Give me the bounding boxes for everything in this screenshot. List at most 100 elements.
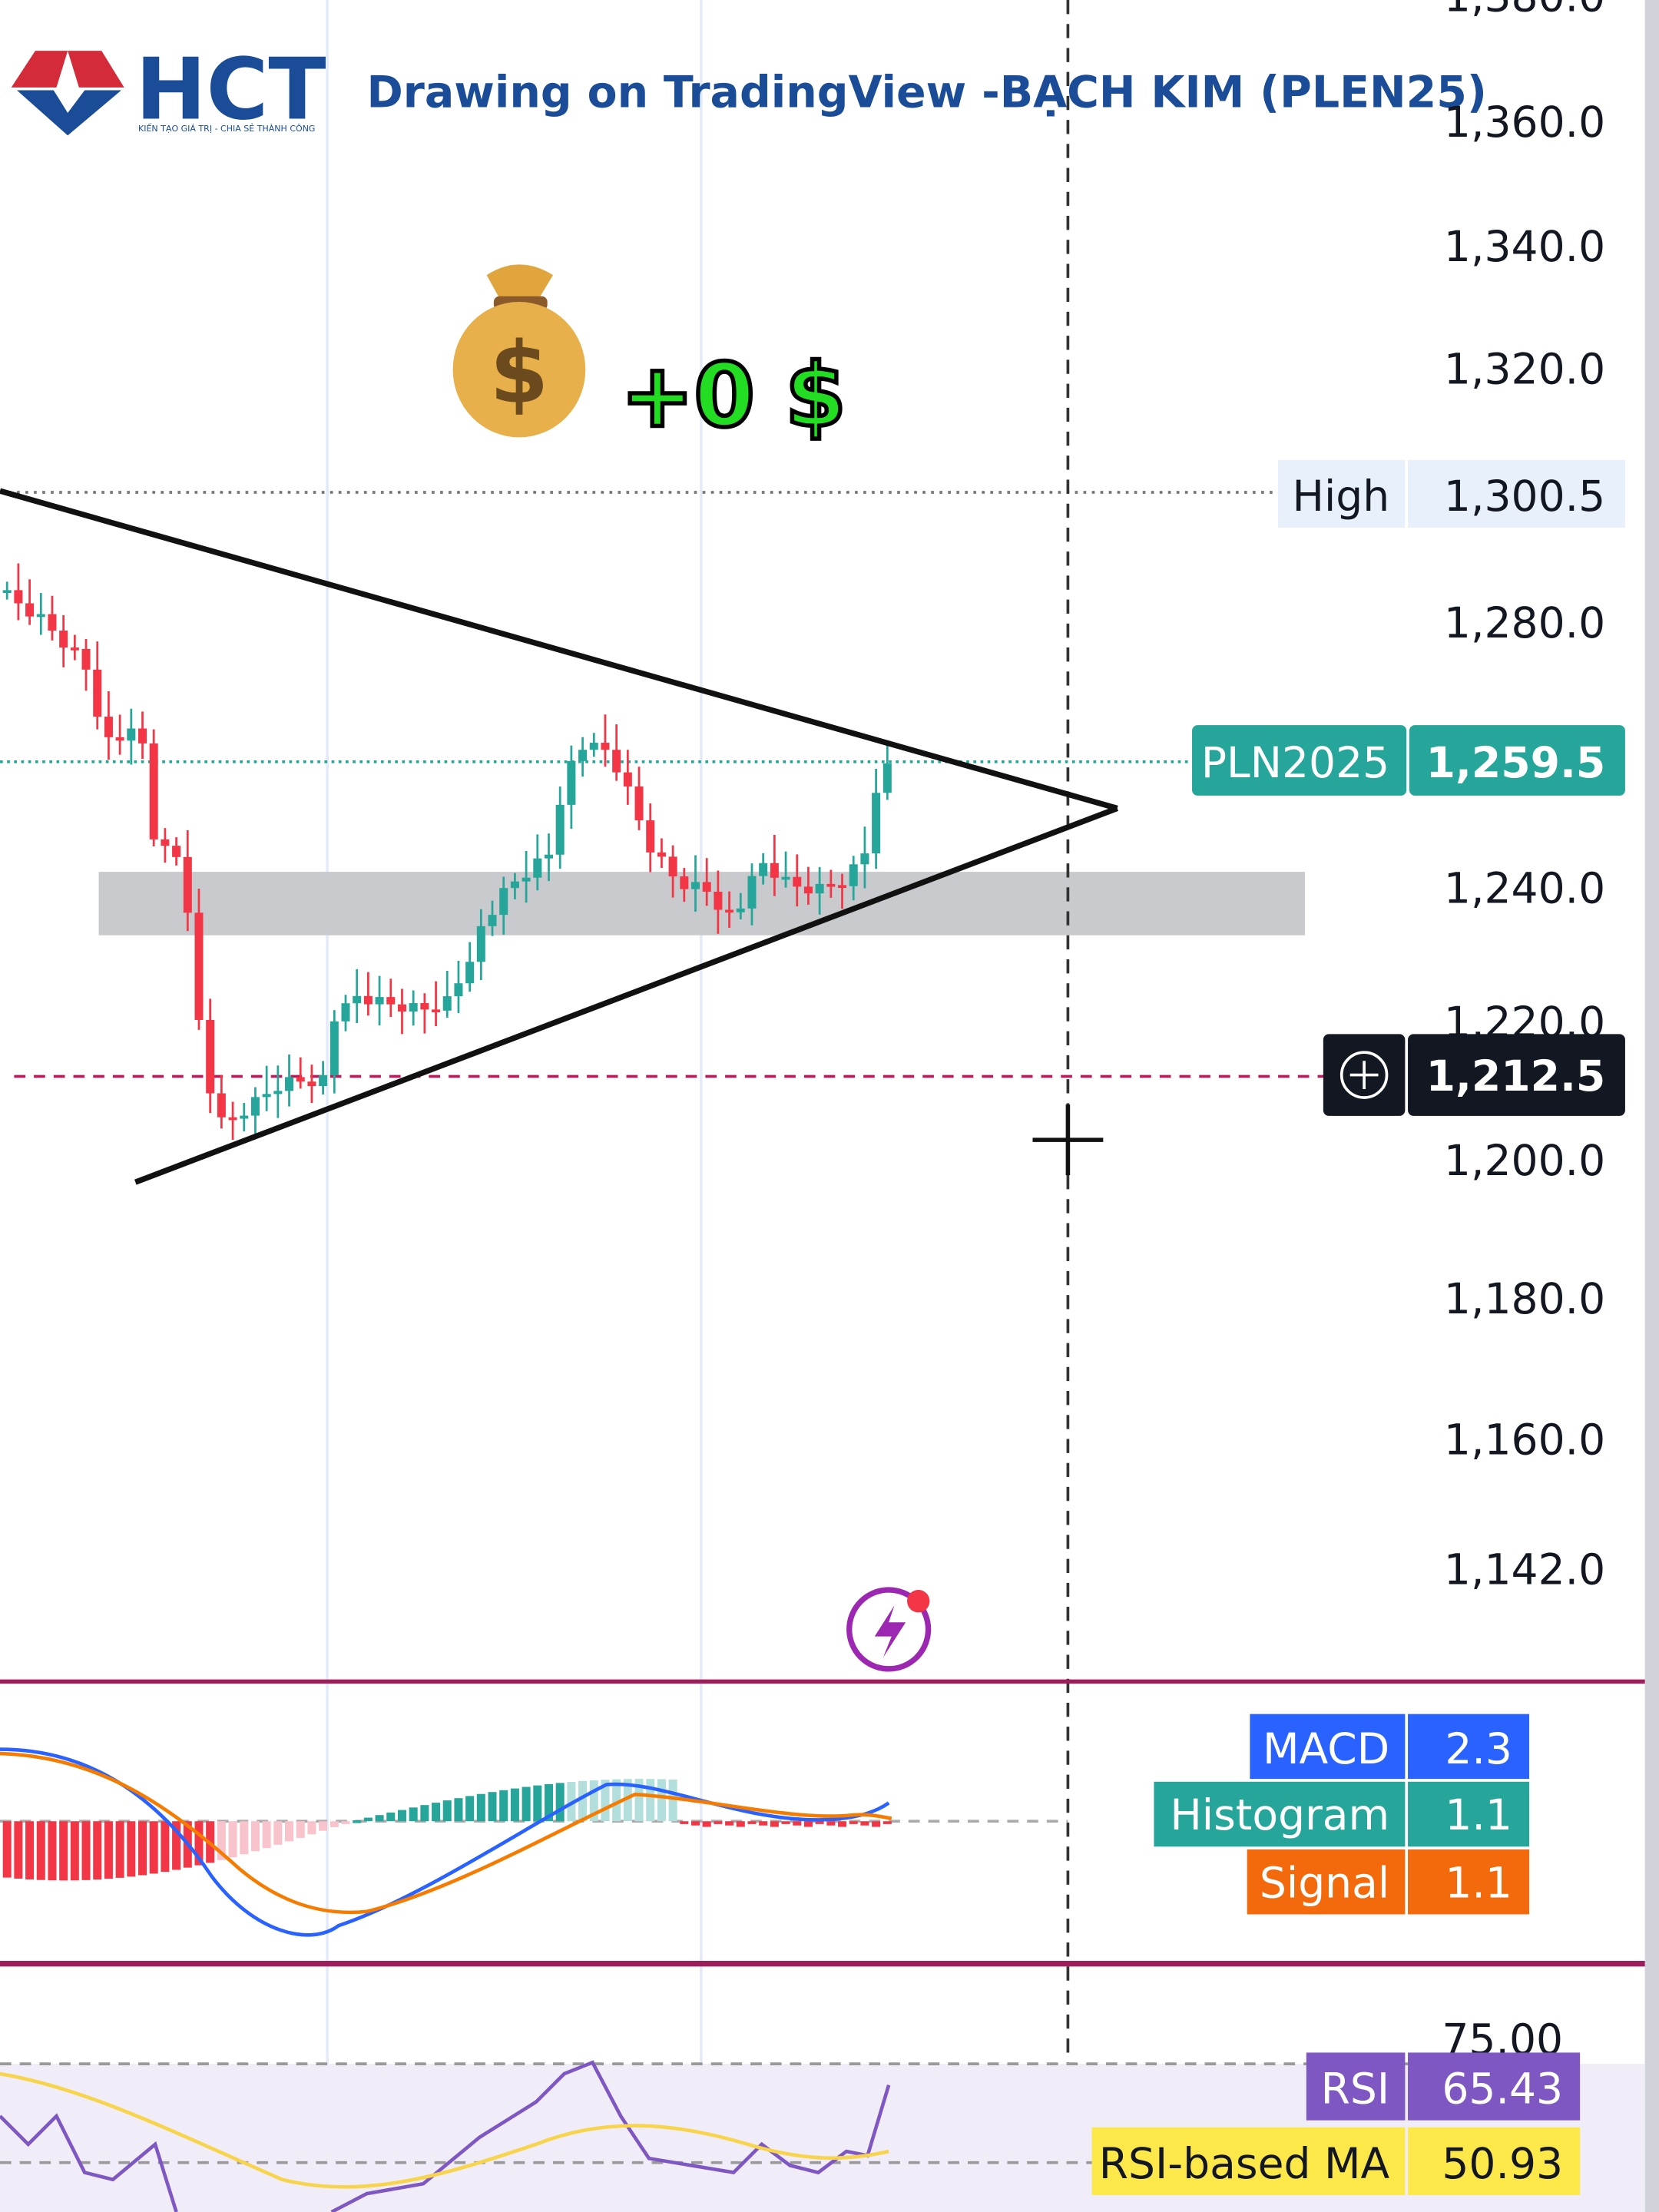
badge-bg	[1278, 459, 1406, 528]
trend-upper	[0, 488, 1118, 811]
macd-label: MACD	[1263, 1724, 1389, 1773]
histogram-bar	[634, 1779, 644, 1822]
candle	[59, 631, 68, 648]
histogram-bar	[2, 1821, 12, 1878]
candle	[736, 908, 745, 912]
histogram-bar	[194, 1821, 204, 1866]
candle	[285, 1077, 294, 1091]
signal-line	[0, 1751, 892, 1915]
candle	[36, 614, 45, 618]
candle	[555, 804, 565, 855]
histogram-bar	[363, 1817, 373, 1822]
candle	[849, 864, 858, 886]
histogram-bar	[375, 1815, 384, 1822]
candle	[14, 590, 23, 604]
candle	[465, 962, 475, 984]
histogram-bar	[262, 1821, 271, 1849]
candle	[488, 915, 497, 926]
histogram-bar	[815, 1821, 824, 1824]
candle	[127, 728, 136, 741]
candle	[454, 983, 463, 997]
rsi-line	[0, 2060, 891, 2212]
histogram-bar	[522, 1786, 531, 1822]
candle	[420, 1003, 429, 1010]
histogram-bar	[81, 1821, 91, 1880]
histogram-bar	[759, 1821, 768, 1826]
histogram-bar	[612, 1779, 621, 1822]
badge-bg	[1408, 1714, 1530, 1780]
histogram-bar	[465, 1796, 475, 1822]
histogram-bar	[25, 1821, 35, 1879]
high-label: High	[1293, 472, 1390, 521]
macd-plot	[0, 1747, 892, 1937]
histogram-bar	[432, 1803, 441, 1822]
histogram-bar	[307, 1821, 316, 1835]
candle	[714, 892, 723, 910]
rsi-ma-line	[0, 2071, 889, 2189]
candle	[702, 882, 711, 892]
candle	[228, 1117, 237, 1121]
ma-value: 50.93	[1442, 2139, 1563, 2188]
candle	[363, 995, 373, 1005]
histogram-bar	[544, 1783, 553, 1822]
histogram-bar	[826, 1821, 836, 1826]
price-tick-label: 1,200.0	[1444, 1136, 1605, 1185]
histogram-bar	[353, 1820, 362, 1823]
badge-bg	[1409, 725, 1625, 796]
histogram-bar	[657, 1779, 666, 1822]
candle	[250, 1097, 260, 1116]
histogram-bar	[296, 1821, 305, 1838]
histogram-bar	[319, 1821, 328, 1831]
add-icon	[1349, 1061, 1379, 1089]
candle	[759, 863, 768, 876]
candle	[353, 995, 362, 1004]
histogram-bar	[646, 1779, 655, 1822]
price-tick-label: 1,320.0	[1444, 345, 1605, 394]
histogram-bar	[488, 1792, 497, 1822]
price-tick-label: 1,160.0	[1444, 1416, 1605, 1465]
candle	[397, 1004, 406, 1012]
histogram-bar	[781, 1821, 790, 1824]
ma-label: RSI-based MA	[1099, 2139, 1390, 2188]
candle	[567, 760, 576, 805]
histogram-bar	[172, 1821, 181, 1870]
histogram-bar	[882, 1821, 892, 1824]
candle	[476, 926, 485, 962]
histogram-bar	[138, 1821, 147, 1876]
histogram-bar	[849, 1821, 858, 1824]
candle	[149, 743, 158, 839]
price-tick-label: 1,280.0	[1444, 598, 1605, 647]
add-icon	[1339, 1051, 1389, 1099]
rsi-value: 65.43	[1442, 2065, 1563, 2114]
histogram-bar	[104, 1821, 113, 1879]
hist-label: Histogram	[1170, 1790, 1389, 1839]
candle	[206, 1019, 215, 1094]
histogram-bar	[115, 1821, 124, 1878]
histogram-bar	[838, 1821, 847, 1827]
badge-bg	[1192, 725, 1407, 796]
candle	[623, 772, 632, 786]
price-tick-label: 1,240.0	[1444, 864, 1605, 913]
candles	[2, 563, 892, 1141]
candle	[826, 883, 836, 887]
candle	[634, 786, 644, 821]
candle	[578, 750, 588, 761]
histogram-bar	[872, 1821, 881, 1827]
histogram-bar	[228, 1821, 237, 1858]
macd-value: 2.3	[1445, 1724, 1512, 1773]
candle	[262, 1094, 271, 1098]
histogram-bar	[127, 1821, 136, 1877]
candle	[319, 1075, 328, 1087]
candle	[522, 877, 531, 882]
candle	[680, 876, 689, 889]
histogram-bar	[601, 1780, 610, 1822]
histogram-bar	[770, 1821, 779, 1827]
candle	[815, 883, 824, 894]
badge-bg	[1091, 2127, 1406, 2195]
badge-bg	[1247, 1849, 1406, 1915]
candle	[882, 763, 892, 793]
histogram-bar	[48, 1821, 57, 1881]
candle	[341, 1003, 350, 1022]
macd-line	[0, 1747, 890, 1937]
candle	[217, 1093, 226, 1118]
